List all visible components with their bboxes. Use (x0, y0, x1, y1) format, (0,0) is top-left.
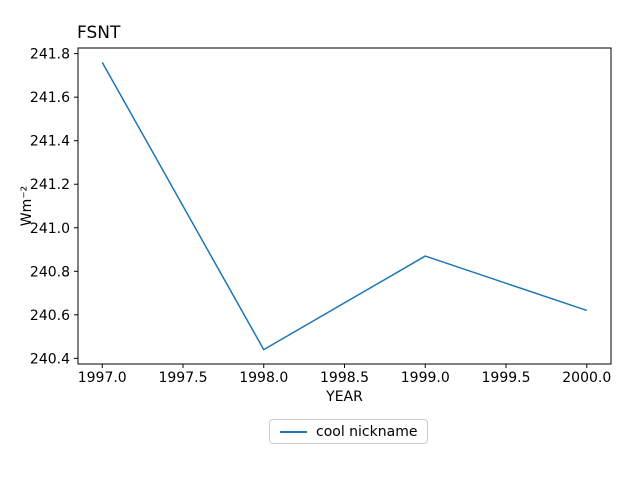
x-tick-label: 1999.5 (482, 370, 531, 386)
x-axis-label: YEAR (326, 389, 363, 405)
legend-entry-label: cool nickname (316, 423, 418, 440)
data-line (101, 61, 588, 351)
chart-title: FSNT (77, 23, 121, 43)
x-tick-label: 1998.5 (320, 370, 369, 386)
x-tick-label: 2000.0 (562, 370, 611, 386)
y-tick-label: 240.6 (30, 308, 70, 324)
y-tick-label: 240.8 (30, 264, 70, 280)
y-tick-label: 240.4 (30, 351, 70, 367)
x-tick-label: 1997.5 (158, 370, 207, 386)
y-tick-label: 241.6 (30, 90, 70, 106)
x-tick-label: 1998.0 (239, 370, 288, 386)
y-tick-label: 241.2 (30, 177, 70, 193)
legend: cool nickname (269, 419, 429, 444)
plot-border (77, 47, 612, 365)
y-tick-label: 241.8 (30, 47, 70, 63)
y-tick-label: 241.4 (30, 134, 70, 150)
x-tick-label: 1997.0 (78, 370, 127, 386)
x-tick-label: 1999.0 (401, 370, 450, 386)
y-tick-label: 241.0 (30, 221, 70, 237)
legend-line-sample (280, 430, 307, 433)
